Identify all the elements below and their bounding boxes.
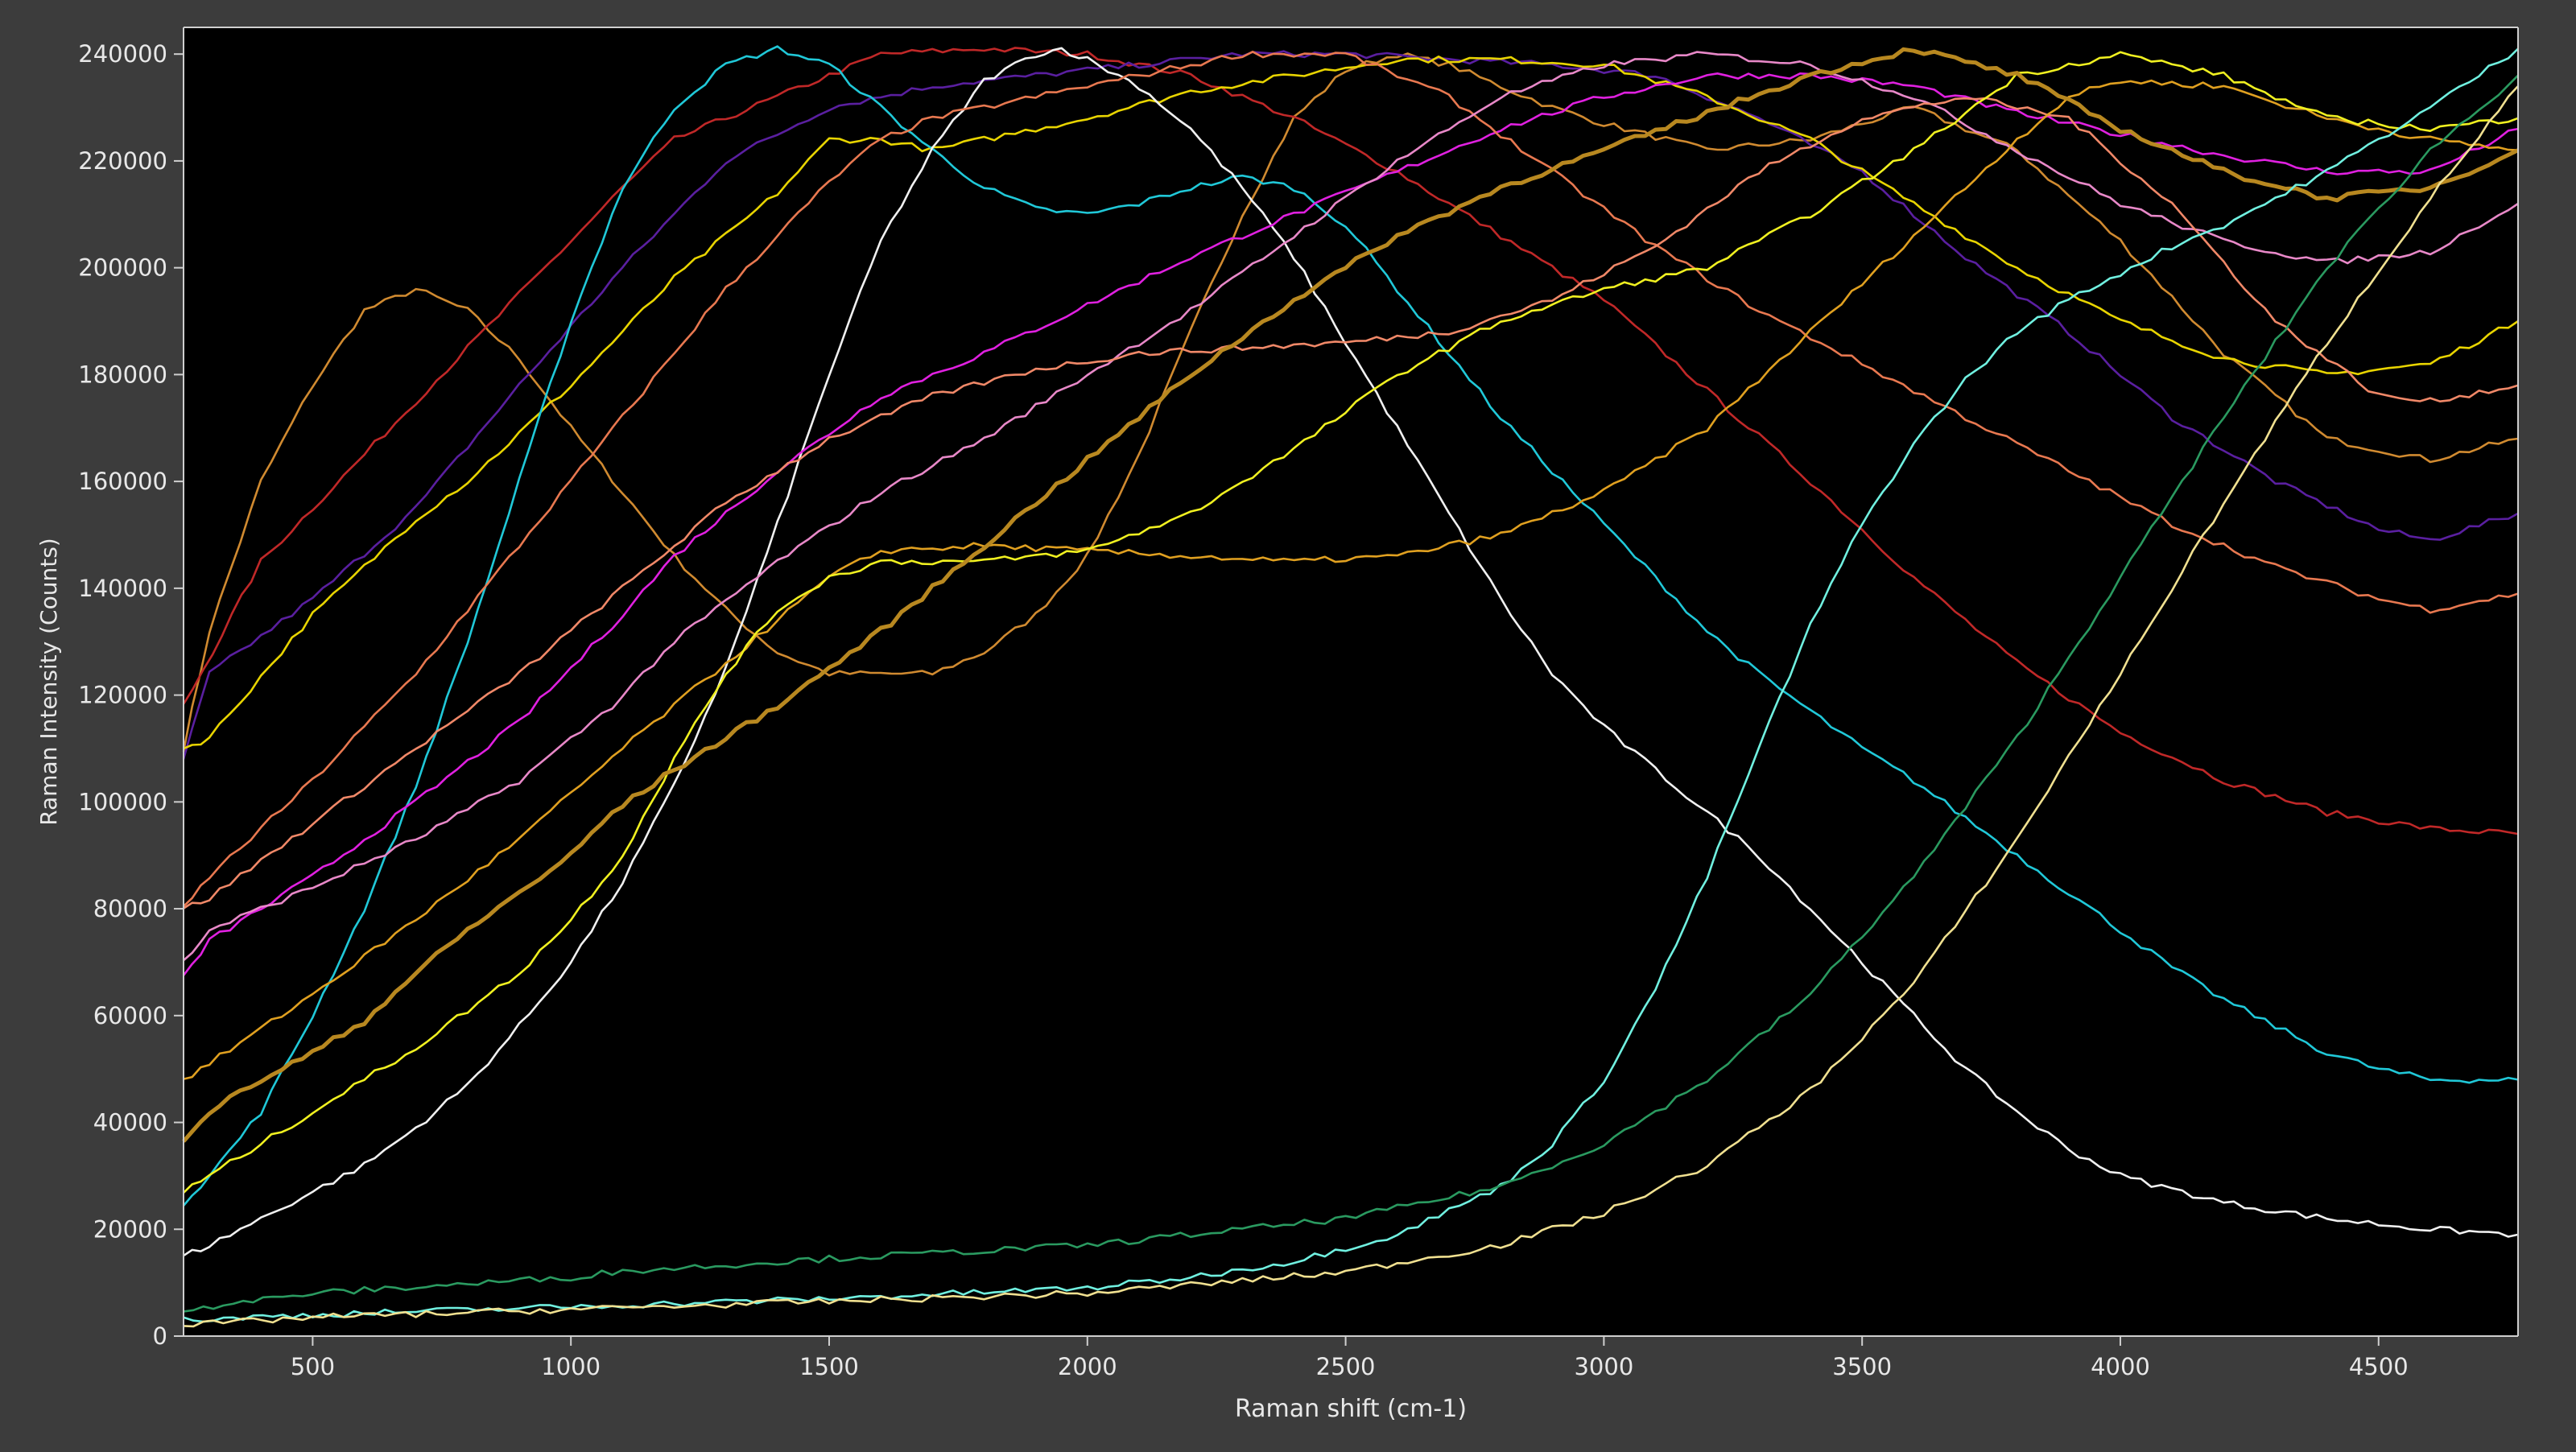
y-tick-label: 80000: [93, 895, 167, 922]
y-tick-label: 120000: [78, 682, 167, 709]
x-tick-label: 500: [291, 1353, 335, 1380]
axes: 0 20000 40000 60000 80000 100000 120000 140000 1…: [78, 27, 2519, 1380]
plot-area: [184, 27, 2518, 1336]
spectrum-line-2: [182, 47, 2519, 835]
spectrum-line-13: [182, 47, 2520, 1143]
spectrum-line-16: [183, 85, 2519, 1328]
spectrum-line-4: [183, 56, 2519, 750]
spectrum-line-15: [183, 74, 2519, 1313]
x-tick-label: 1000: [541, 1353, 601, 1380]
x-tick-label: 2500: [1316, 1353, 1376, 1380]
y-tick-label: 200000: [78, 254, 167, 282]
x-tick-label: 4500: [2349, 1353, 2409, 1380]
y-tick-label: 20000: [93, 1215, 167, 1243]
y-tick-label: 160000: [78, 468, 167, 495]
spectrum-line-8: [183, 51, 2519, 907]
x-tick-label: 2000: [1058, 1353, 1117, 1380]
y-tick-label: 240000: [78, 40, 167, 68]
y-tick-label: 140000: [78, 575, 167, 602]
x-tick-label: 3000: [1574, 1353, 1633, 1380]
spectrum-line-5: [183, 45, 2519, 1207]
spectrum-line-1: [182, 52, 2519, 753]
spectrum-line-12: [183, 51, 2519, 1194]
y-axis-label: Raman Intensity (Counts): [35, 538, 62, 825]
x-axis-label: Raman shift (cm-1): [1235, 1395, 1467, 1423]
y-tick-label: 180000: [78, 361, 167, 388]
y-tick-label: 0: [153, 1322, 167, 1350]
x-tick-label: 1500: [799, 1353, 859, 1380]
spectrum-line-11: [183, 79, 2519, 1080]
x-tick-label: 3500: [1832, 1353, 1892, 1380]
y-tick-label: 40000: [93, 1109, 167, 1136]
spectrum-line-10: [183, 97, 2519, 910]
spectrum-line-9: [183, 51, 2519, 962]
x-tick-label: 4000: [2091, 1353, 2150, 1380]
spectra-curves: [182, 45, 2520, 1328]
y-tick-label: 220000: [78, 147, 167, 175]
spectrum-line-6: [183, 47, 2519, 1257]
y-tick-label: 100000: [78, 788, 167, 815]
y-tick-label: 60000: [93, 1002, 167, 1029]
